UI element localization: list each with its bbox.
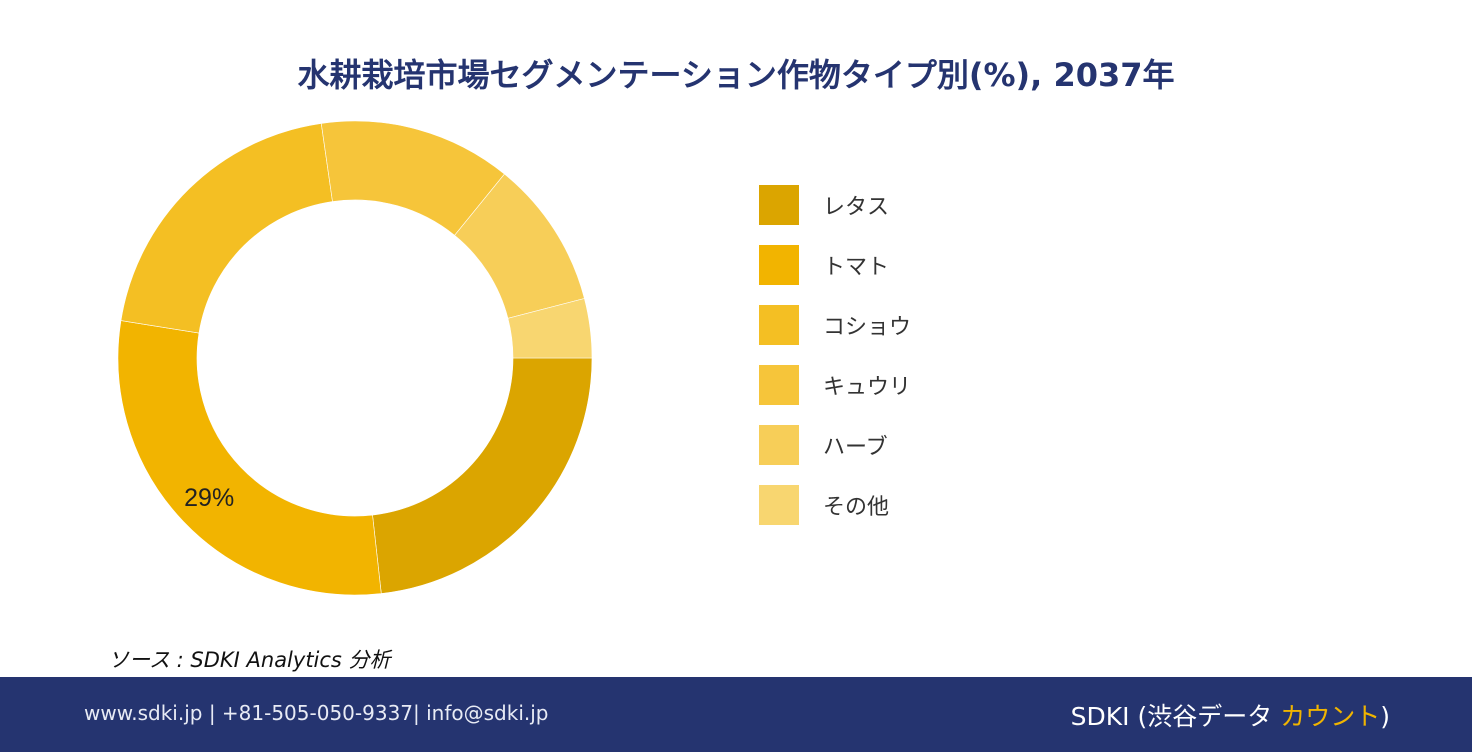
legend-label: ハーブ — [823, 435, 888, 460]
footer-contact: www.sdki.jp | +81-505-050-9337| info@sdk… — [84, 701, 549, 725]
footer-bar: www.sdki.jp | +81-505-050-9337| info@sdk… — [0, 677, 1472, 752]
slice-lettuce[interactable] — [372, 357, 593, 594]
legend-label: トマト — [823, 255, 890, 280]
donut-data-labels: 29% — [184, 484, 234, 512]
chart-legend: レタス トマト コショウ キュウリ ハーブ その他 — [759, 185, 911, 545]
footer-brand: SDKI (渋谷データ カウント) — [1071, 697, 1390, 733]
legend-label: キュウリ — [823, 375, 912, 400]
legend-label: レタス — [823, 195, 890, 220]
legend-swatch — [759, 305, 799, 345]
legend-item-pepper[interactable]: コショウ — [759, 305, 911, 345]
source-note: ソース : SDKI Analytics 分析 — [108, 648, 391, 672]
legend-item-lettuce[interactable]: レタス — [759, 185, 911, 225]
legend-swatch — [759, 185, 799, 225]
legend-swatch — [759, 245, 799, 285]
donut-chart: 29% — [117, 120, 593, 596]
slice-other[interactable] — [507, 298, 593, 359]
brand-prefix: SDKI (渋谷データ — [1070, 702, 1281, 731]
slice-tomato[interactable] — [117, 320, 382, 596]
data-label-tomato: 29% — [184, 484, 234, 512]
legend-swatch — [759, 485, 799, 525]
legend-item-cucumber[interactable]: キュウリ — [759, 365, 911, 405]
legend-label: コショウ — [823, 315, 912, 340]
legend-swatch — [759, 425, 799, 465]
slice-pepper[interactable] — [120, 123, 333, 334]
legend-item-herbs[interactable]: ハーブ — [759, 425, 911, 465]
legend-swatch — [759, 365, 799, 405]
legend-item-other[interactable]: その他 — [759, 485, 911, 525]
brand-suffix: ) — [1380, 702, 1390, 731]
chart-title: 水耕栽培市場セグメンテーション作物タイプ別(%), 2037年 — [297, 56, 1175, 94]
donut-slices — [117, 120, 593, 596]
brand-accent: カウント — [1280, 702, 1381, 731]
legend-label: その他 — [823, 495, 890, 520]
legend-item-tomato[interactable]: トマト — [759, 245, 911, 285]
